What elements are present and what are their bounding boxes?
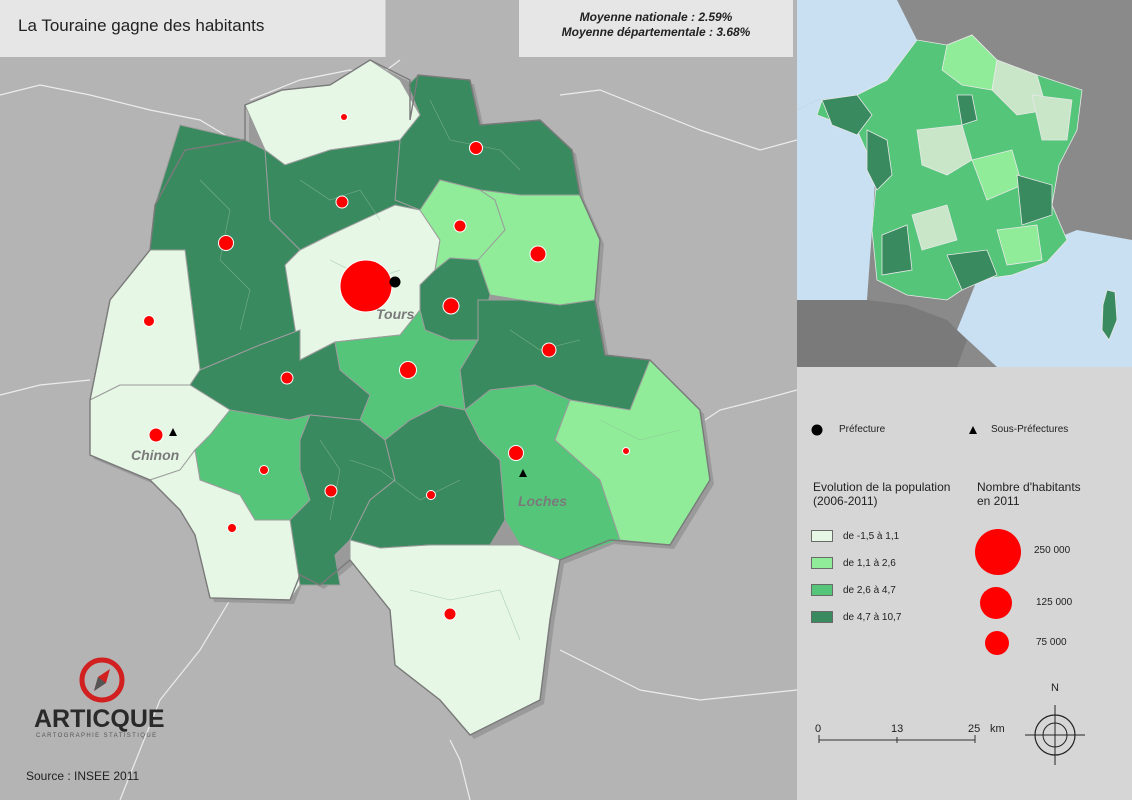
corsica-island <box>1101 289 1118 341</box>
legend-label-class-2: de 1,1 à 2,6 <box>843 558 896 569</box>
prefecture-legend-icon <box>811 424 823 436</box>
population-legend-title: Nombre d'habitants en 2011 <box>977 480 1081 508</box>
legend-panel: Préfecture Sous-Préfectures Evolution de… <box>797 367 1132 800</box>
sous-prefecture-marker-loches <box>519 469 527 477</box>
legend-swatch-class-2 <box>811 557 833 569</box>
france-inset-map <box>797 0 1132 367</box>
scale-tick-13: 13 <box>891 723 904 735</box>
logo-brand: ARTICQUE <box>34 705 165 733</box>
articque-logo-mark <box>79 657 125 703</box>
source-note: Source : INSEE 2011 <box>26 769 140 783</box>
prefecture-marker <box>389 276 401 288</box>
legend-swatch-class-3 <box>811 584 833 596</box>
bubble <box>227 523 237 533</box>
sous-prefecture-marker-chinon <box>169 428 177 436</box>
france-regions <box>821 34 1073 291</box>
commune-north-east <box>394 74 581 211</box>
size-legend-label-medium: 125 000 <box>1036 597 1073 608</box>
size-legend-bubble-small <box>985 631 1009 655</box>
bubble <box>148 427 164 443</box>
bubble <box>324 484 338 498</box>
size-legend-label-small: 75 000 <box>1036 637 1067 648</box>
legend-swatch-class-1 <box>811 530 833 542</box>
main-map <box>0 59 797 800</box>
bubble <box>218 235 234 251</box>
scale-tick-0: 0 <box>815 723 822 735</box>
france-inset <box>797 0 1132 367</box>
legend-symbols <box>811 424 1085 765</box>
national-average: Moyenne nationale : 2.59% <box>579 10 733 24</box>
map-title: La Touraine gagne des habitants <box>18 16 265 35</box>
bubble <box>335 195 349 209</box>
north-label: N <box>1051 682 1059 694</box>
sea-south <box>957 230 1132 367</box>
bubble <box>143 315 155 327</box>
logo-tagline: CARTOGRAPHIE STATISTIQUE <box>36 733 158 739</box>
bubble <box>340 113 348 121</box>
averages-box: Moyenne nationale : 2.59% Moyenne départ… <box>519 0 793 57</box>
evolution-legend-title: Evolution de la population (2006-2011) <box>813 480 951 508</box>
size-legend-bubble-medium <box>980 587 1012 619</box>
bubble <box>529 245 547 263</box>
legend-label-class-3: de 2,6 à 4,7 <box>843 585 896 596</box>
bubble <box>541 342 557 358</box>
bubble <box>622 447 630 455</box>
title-box: La Touraine gagne des habitants <box>0 0 386 57</box>
legend-label-class-4: de 4,7 à 10,7 <box>843 612 902 623</box>
population-bubbles <box>143 113 630 621</box>
bubble <box>443 607 457 621</box>
bubble <box>442 297 460 315</box>
town-label-loches: Loches <box>518 493 568 509</box>
commune-south-dark <box>349 404 506 549</box>
bubble <box>426 490 436 500</box>
departmental-average: Moyenne départementale : 3.68% <box>561 25 751 39</box>
bubble <box>508 445 524 461</box>
sea-west <box>797 95 877 300</box>
prefecture-legend-label: Préfecture <box>839 424 886 435</box>
department-outline <box>89 59 711 736</box>
bubble <box>259 465 269 475</box>
neighbor-boundaries <box>0 59 797 800</box>
size-legend-bubble-large <box>975 529 1021 575</box>
scale-bar <box>818 735 976 743</box>
bubble <box>399 361 417 379</box>
scale-tick-25: 25 <box>968 723 981 735</box>
scale-unit: km <box>990 723 1005 735</box>
town-label-chinon: Chinon <box>131 447 180 463</box>
bubble <box>280 371 294 385</box>
communes <box>89 59 711 736</box>
legend-label-class-1: de -1,5 à 1,1 <box>843 531 900 542</box>
legend-swatch-class-4 <box>811 611 833 623</box>
bubble <box>453 219 467 233</box>
size-legend-label-large: 250 000 <box>1034 545 1071 556</box>
sous-prefecture-legend-label: Sous-Préfectures <box>991 424 1069 435</box>
sous-prefecture-legend-icon <box>969 426 977 434</box>
bubble-tours <box>339 259 393 313</box>
compass-rose <box>1025 705 1085 765</box>
town-label-tours: Tours <box>376 306 415 322</box>
bubble <box>469 141 483 155</box>
neighbor-land <box>797 300 967 367</box>
sea <box>797 0 917 110</box>
